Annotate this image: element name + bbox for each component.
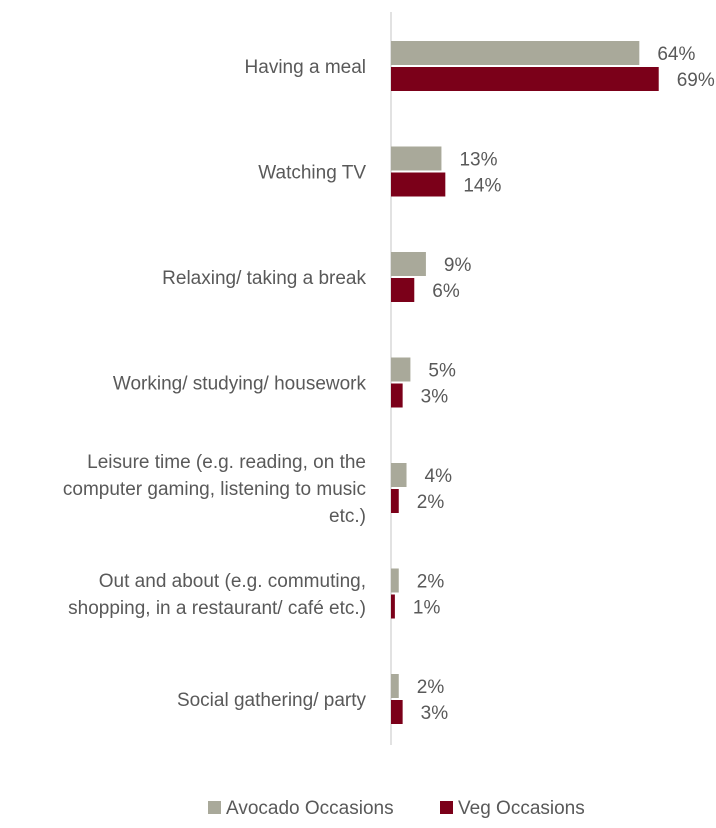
- bar-avocado: [391, 463, 407, 487]
- legend-swatch: [440, 801, 453, 814]
- category-label: Leisure time (e.g. reading, on the: [87, 452, 366, 473]
- data-label: 6%: [432, 281, 460, 302]
- data-label: 9%: [444, 255, 472, 276]
- data-label: 5%: [428, 361, 456, 382]
- bars: [391, 41, 659, 724]
- data-label: 3%: [421, 387, 449, 408]
- bar-avocado: [391, 568, 399, 593]
- category-label: Working/ studying/ housework: [113, 374, 367, 395]
- bar-avocado: [391, 146, 442, 171]
- data-label: 13%: [459, 150, 497, 171]
- data-label: 69%: [677, 70, 715, 91]
- category-label: Relaxing/ taking a break: [162, 268, 366, 289]
- legend: Avocado Occasions Veg Occasions: [208, 798, 585, 819]
- category-labels: Having a meal Watching TV Relaxing/ taking…: [63, 57, 367, 711]
- category-label: etc.): [329, 506, 366, 527]
- legend-swatch: [208, 801, 221, 814]
- data-label: 2%: [417, 572, 445, 593]
- category-label: Social gathering/ party: [177, 690, 367, 711]
- category-label: Watching TV: [258, 163, 366, 184]
- data-label: 2%: [417, 677, 445, 698]
- category-label: computer gaming, listening to music: [63, 479, 366, 500]
- bar-veg: [391, 489, 399, 513]
- bar-avocado: [391, 252, 426, 276]
- legend-label: Veg Occasions: [458, 798, 585, 819]
- data-label: 64%: [657, 44, 695, 65]
- bar-veg: [391, 172, 446, 197]
- legend-label: Avocado Occasions: [226, 798, 394, 819]
- bar-avocado: [391, 674, 399, 698]
- value-labels: 64% 69% 13% 14% 9% 6% 5% 3% 4% 2% 2% 1% 2% 3%: [413, 44, 715, 724]
- data-label: 4%: [425, 466, 453, 487]
- data-label: 1%: [413, 598, 441, 619]
- data-label: 2%: [417, 492, 445, 513]
- bar-avocado: [391, 41, 640, 65]
- bar-veg: [391, 700, 403, 724]
- category-label: Having a meal: [245, 57, 366, 78]
- bar-veg: [391, 594, 395, 619]
- category-label: Out and about (e.g. commuting,: [99, 571, 366, 592]
- bar-veg: [391, 278, 415, 302]
- data-label: 14%: [463, 176, 501, 197]
- data-label: 3%: [421, 703, 449, 724]
- category-label: shopping, in a restaurant/ café etc.): [68, 598, 366, 619]
- bar-avocado: [391, 357, 411, 382]
- bar-veg: [391, 383, 403, 408]
- bar-veg: [391, 67, 659, 91]
